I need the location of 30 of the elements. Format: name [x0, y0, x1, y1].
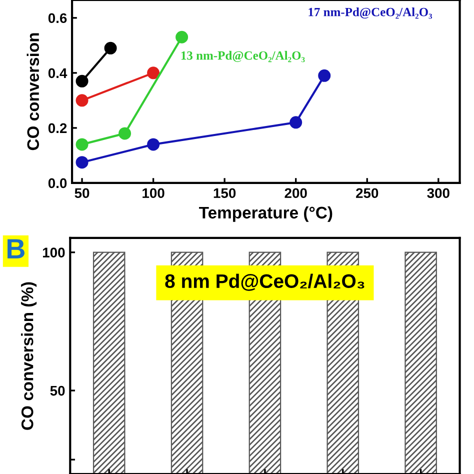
- point: [76, 74, 88, 88]
- y-tick-label: 50: [50, 386, 65, 396]
- x-tick-label: 200: [284, 188, 307, 198]
- y-tick-label: 0.4: [48, 68, 68, 78]
- point: [318, 69, 331, 82]
- annotation: 8 nm Pd@CeO₂/Al₂O₃: [165, 274, 364, 291]
- point: [104, 42, 117, 54]
- text: 17 nm-Pd@CeO₂/Al₂O₃: [308, 7, 432, 19]
- series-label: 13 nm-Pd@CeO₂/Al₂O₃: [181, 50, 305, 62]
- point: [176, 30, 188, 44]
- x-axis-title: Temperature (°C): [199, 206, 332, 222]
- point: [290, 116, 302, 129]
- y-tick-label: 0.2: [48, 123, 67, 134]
- x-tick-label: 100: [142, 188, 164, 198]
- point: [147, 66, 160, 80]
- point: [76, 138, 88, 151]
- point: [147, 138, 160, 151]
- x-tick-label: 50: [74, 188, 90, 198]
- y-tick-label: 0.0: [48, 178, 67, 188]
- y-axis-title: CO conversion: [26, 33, 40, 150]
- point: [76, 156, 88, 169]
- text: B: [8, 239, 24, 258]
- point: [76, 94, 88, 107]
- y-axis-title: CO conversion (%): [21, 282, 37, 430]
- point: [118, 127, 132, 140]
- y-tick-label: 100: [42, 248, 65, 258]
- x-tick-label: 300: [427, 188, 450, 198]
- x-tick-label: 150: [214, 188, 236, 198]
- x-tick-label: 250: [356, 188, 378, 198]
- y-tick-label: 0.6: [48, 13, 67, 24]
